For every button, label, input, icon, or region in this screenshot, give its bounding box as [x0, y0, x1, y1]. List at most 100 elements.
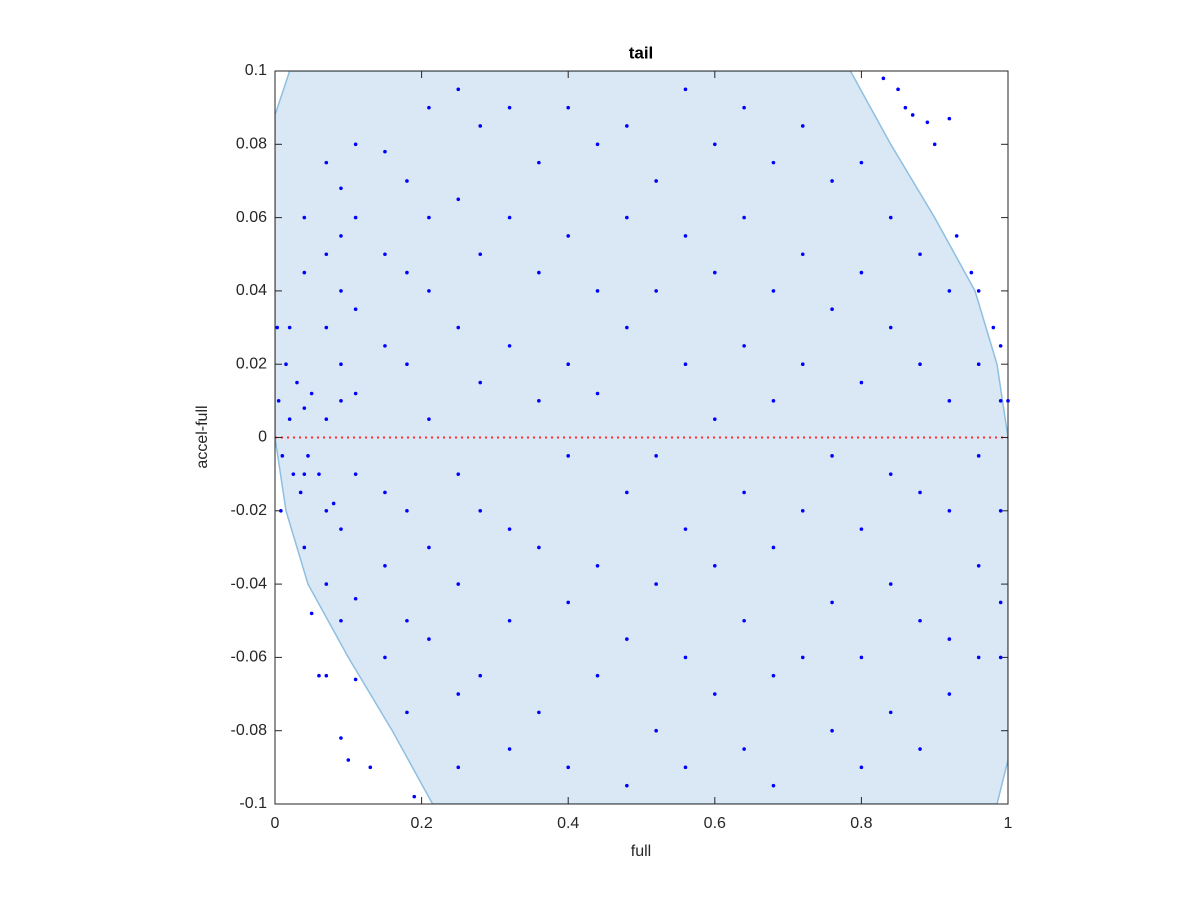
point: [830, 307, 834, 312]
point: [742, 618, 746, 623]
x-tick-label: 0.4: [557, 815, 579, 832]
point: [456, 472, 461, 476]
point: [537, 160, 541, 165]
point: [683, 87, 688, 92]
point: [276, 399, 281, 403]
y-tick-label: -0.06: [231, 649, 268, 666]
point: [353, 215, 358, 220]
point: [918, 747, 922, 751]
y-axis-label: accel-full: [194, 405, 211, 468]
y-tick-label: 0.02: [236, 355, 267, 372]
point: [566, 454, 570, 458]
point: [339, 186, 343, 191]
point: [507, 344, 512, 348]
point: [291, 472, 296, 476]
point: [800, 655, 805, 660]
point: [478, 380, 483, 385]
point: [947, 509, 952, 513]
point: [456, 582, 461, 586]
point: [713, 563, 717, 568]
point: [925, 120, 930, 125]
point: [353, 677, 358, 682]
point: [859, 655, 864, 660]
point: [713, 142, 717, 147]
point: [383, 563, 387, 568]
point: [742, 490, 746, 495]
chart-title: tail: [629, 43, 654, 62]
point: [771, 673, 776, 678]
point: [280, 454, 285, 458]
point: [507, 618, 512, 623]
point: [537, 710, 541, 715]
point: [405, 509, 409, 513]
point: [998, 509, 1003, 513]
point: [654, 179, 658, 183]
point: [566, 105, 570, 110]
point: [298, 490, 303, 495]
point: [947, 399, 952, 403]
point: [324, 417, 329, 421]
point: [713, 417, 717, 421]
point: [302, 215, 307, 220]
point: [742, 747, 746, 751]
point: [888, 582, 893, 586]
point: [918, 490, 922, 495]
point: [625, 124, 629, 128]
point: [771, 289, 776, 293]
point: [306, 454, 310, 458]
point: [947, 637, 952, 641]
point: [353, 472, 358, 476]
point: [654, 728, 658, 733]
point: [478, 673, 483, 678]
point: [427, 105, 431, 110]
point: [625, 215, 629, 220]
x-tick-label: 0.6: [704, 815, 726, 832]
point: [324, 160, 329, 165]
point: [998, 600, 1003, 605]
point: [295, 380, 299, 385]
point: [339, 736, 343, 740]
point: [383, 490, 387, 495]
point: [742, 105, 746, 110]
point: [1006, 399, 1010, 403]
point: [595, 563, 600, 568]
point: [625, 637, 629, 641]
point: [317, 472, 321, 476]
point: [287, 417, 292, 421]
x-axis-label: full: [631, 843, 651, 860]
point: [998, 655, 1003, 660]
point: [918, 618, 922, 623]
y-tick-label: -0.08: [231, 722, 268, 739]
point: [654, 582, 658, 586]
point: [405, 710, 409, 715]
point: [932, 142, 937, 147]
y-tick-label: 0.08: [236, 136, 267, 153]
point: [888, 710, 893, 715]
point: [947, 116, 952, 121]
point: [896, 87, 900, 92]
point: [625, 783, 629, 788]
point: [537, 270, 541, 275]
point: [287, 325, 292, 330]
point: [683, 362, 688, 367]
y-tick-label: -0.1: [239, 795, 267, 812]
point: [405, 362, 409, 367]
y-tick-label: 0.06: [236, 209, 267, 226]
point: [566, 234, 570, 238]
point: [771, 783, 776, 788]
point: [427, 215, 431, 220]
point: [456, 692, 461, 696]
point: [969, 270, 974, 275]
point: [654, 289, 658, 293]
point: [595, 142, 600, 147]
point: [284, 362, 288, 367]
point: [771, 545, 776, 550]
point: [976, 454, 981, 458]
point: [339, 362, 343, 367]
point: [566, 362, 570, 367]
y-tick-label: -0.04: [231, 575, 268, 592]
point: [625, 325, 629, 330]
point: [324, 325, 329, 330]
